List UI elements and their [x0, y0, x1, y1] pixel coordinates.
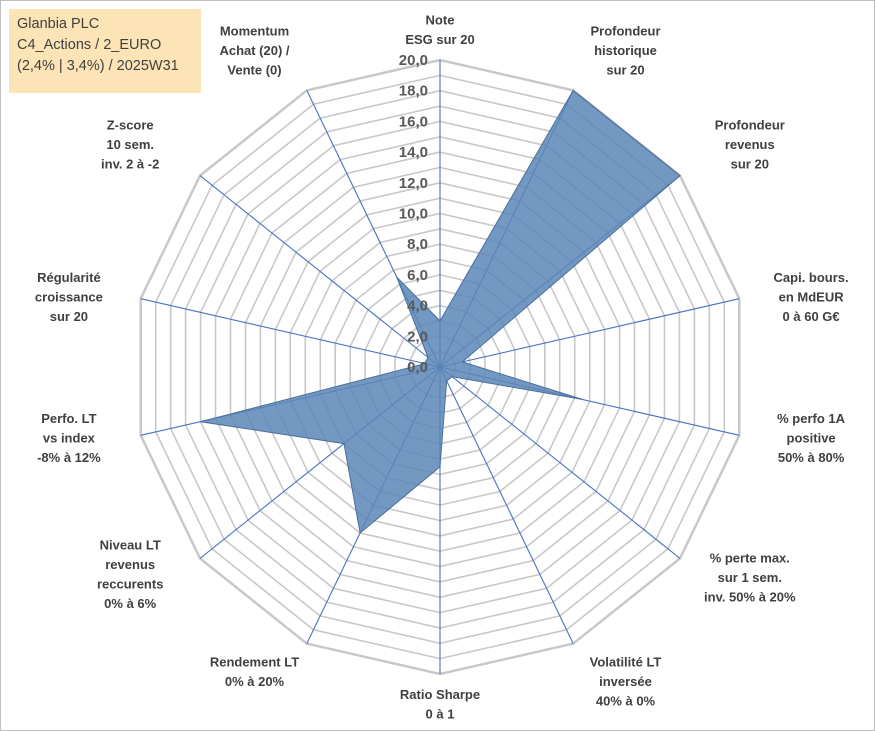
- axis-label-line: en MdEUR: [779, 290, 845, 305]
- tick-label: 10,0: [399, 206, 428, 223]
- tick-label: 0,0: [407, 359, 428, 376]
- axis-label-line: croissance: [35, 290, 103, 305]
- axis-label-line: Vente (0): [227, 62, 281, 77]
- axis-label: Volatilité LT inversée 40% à 0%: [590, 655, 662, 709]
- axis-label: Niveau LT revenus reccurents 0% à 6%: [97, 538, 163, 612]
- axis-label-line: % perte max.: [710, 551, 790, 566]
- axis-label-line: vs index: [43, 431, 96, 446]
- axis-label-line: inv. 50% à 20%: [704, 590, 796, 605]
- axis-label-line: revenus: [725, 137, 775, 152]
- tick-label: 18,0: [399, 83, 428, 100]
- axis-label-line: Profondeur: [715, 117, 785, 132]
- axis-label-line: Note: [426, 13, 455, 28]
- tick-label: 2,0: [407, 328, 428, 345]
- axis-label-line: Achat (20) /: [219, 43, 289, 58]
- axis-label-line: 50% à 80%: [778, 450, 845, 465]
- axis-label-line: Perfo. LT: [41, 411, 96, 426]
- axis-label-line: sur 20: [50, 309, 88, 324]
- axis-label: Profondeur revenus sur 20: [715, 117, 785, 171]
- axis-label-line: 40% à 0%: [596, 694, 656, 709]
- axis-label-line: 0% à 20%: [225, 674, 285, 689]
- axis-label-line: Régularité: [37, 270, 101, 285]
- axis-spoke: [199, 175, 441, 368]
- axis-label-line: % perfo 1A: [777, 411, 846, 426]
- axis-label-line: -8% à 12%: [37, 450, 101, 465]
- axis-label: % perfo 1A positive 50% à 80%: [777, 411, 846, 465]
- axis-label-line: revenus: [105, 557, 155, 572]
- axis-label-line: Momentum: [220, 23, 289, 38]
- axis-label-line: sur 20: [606, 62, 644, 77]
- axis-spoke: [439, 298, 740, 368]
- axis-spoke: [439, 366, 574, 644]
- axis-label: Perfo. LT vs index -8% à 12%: [37, 411, 101, 465]
- tick-label: 6,0: [407, 267, 428, 284]
- axis-label-line: Profondeur: [590, 23, 660, 38]
- axis-label-line: 0 à 1: [426, 707, 455, 722]
- axis-spoke: [439, 366, 681, 559]
- axis-label: Ratio Sharpe 0 à 1: [400, 687, 480, 722]
- axis-label: Z-score 10 sem. inv. 2 à -2: [101, 117, 159, 171]
- axis-label: Momentum Achat (20) / Vente (0): [219, 23, 289, 77]
- axis-label: Note ESG sur 20: [405, 13, 474, 48]
- axis-label: Capi. bours. en MdEUR 0 à 60 G€: [774, 270, 849, 324]
- tick-label: 12,0: [399, 175, 428, 192]
- tick-label: 20,0: [399, 52, 428, 69]
- axis-label-line: Ratio Sharpe: [400, 687, 480, 702]
- axis-label-line: 0 à 60 G€: [783, 309, 840, 324]
- radar-axis-labels: Note ESG sur 20 Profondeur historique sur 20…: [35, 13, 849, 722]
- axis-label-line: historique: [594, 43, 657, 58]
- title-line-2: C4_Actions / 2_EURO: [17, 37, 162, 53]
- axis-label-line: inv. 2 à -2: [101, 156, 159, 171]
- tick-label: 4,0: [407, 298, 428, 315]
- axis-label-line: ESG sur 20: [405, 32, 474, 47]
- axis-label-line: 10 sem.: [106, 137, 154, 152]
- axis-spoke: [140, 298, 441, 368]
- axis-label-line: sur 20: [731, 156, 769, 171]
- title-line-3: (2,4% | 3,4%) / 2025W31: [17, 58, 179, 74]
- axis-label-line: reccurents: [97, 577, 163, 592]
- axis-label-line: inversée: [599, 674, 652, 689]
- axis-label: % perte max. sur 1 sem. inv. 50% à 20%: [704, 551, 796, 605]
- axis-label: Rendement LT 0% à 20%: [210, 655, 299, 690]
- axis-label-line: Capi. bours.: [774, 270, 849, 285]
- axis-label-line: Niveau LT: [100, 538, 161, 553]
- tick-label: 16,0: [399, 113, 428, 130]
- axis-label: Régularité croissance sur 20: [35, 270, 103, 324]
- tick-label: 14,0: [399, 144, 428, 161]
- axis-label-line: 0% à 6%: [104, 596, 156, 611]
- axis-label-line: positive: [787, 431, 836, 446]
- title-line-1: Glanbia PLC: [17, 16, 100, 32]
- radar-series-area: [200, 89, 681, 534]
- radar-tick-labels: 0,0 2,0 4,0 6,0 8,0 10,0 12,0 14,0 16,0 18,0 20,0: [399, 52, 428, 376]
- axis-label-line: Rendement LT: [210, 655, 299, 670]
- axis-label: Profondeur historique sur 20: [590, 23, 660, 77]
- axis-label-line: sur 1 sem.: [718, 570, 782, 585]
- tick-label: 8,0: [407, 236, 428, 253]
- axis-label-line: Volatilité LT: [590, 655, 662, 670]
- axis-label-line: Z-score: [107, 117, 154, 132]
- chart-title-box: Glanbia PLC C4_Actions / 2_EURO (2,4% | …: [9, 9, 201, 93]
